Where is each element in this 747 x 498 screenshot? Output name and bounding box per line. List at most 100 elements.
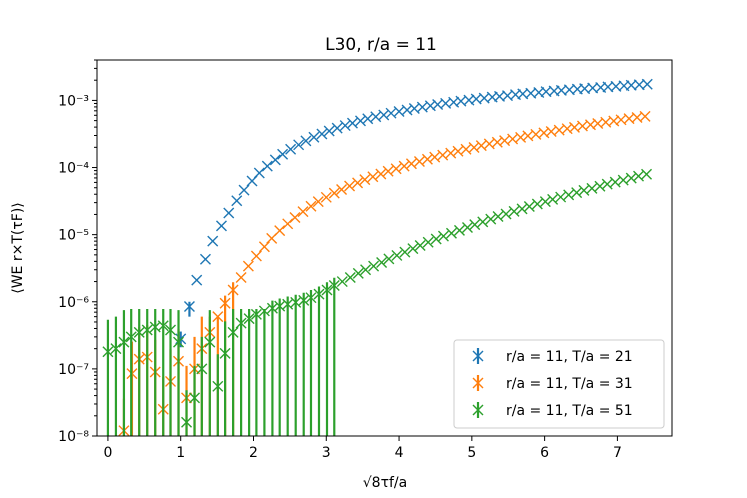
data-point — [250, 308, 262, 320]
data-point — [266, 302, 278, 314]
data-point — [352, 177, 364, 189]
data-point — [516, 203, 528, 215]
data-point — [468, 141, 480, 153]
y-tick-label: 10⁻⁵ — [58, 228, 89, 244]
data-point — [477, 216, 489, 228]
legend-entry: r/a = 11, T/a = 31 — [506, 376, 633, 392]
data-point — [110, 343, 122, 355]
data-point — [383, 253, 395, 265]
data-point — [312, 196, 324, 208]
data-point — [212, 311, 224, 323]
x-tick-label: 4 — [395, 445, 404, 461]
data-point — [339, 120, 351, 132]
y-axis: 10⁻⁸ 10⁻⁷ 10⁻⁶ 10⁻⁵ 10⁻⁴ 10⁻³ — [58, 59, 97, 445]
data-point — [316, 128, 328, 140]
data-point — [235, 317, 247, 329]
data-point — [563, 189, 575, 201]
data-point — [492, 211, 504, 223]
data-point — [227, 284, 239, 296]
y-tick-label: 10⁻⁴ — [58, 161, 89, 177]
y-tick-label: 10⁻⁸ — [58, 429, 89, 445]
data-point — [336, 184, 348, 196]
legend-marker — [472, 350, 484, 362]
data-point — [555, 191, 567, 203]
data-point — [320, 191, 332, 203]
data-point — [344, 271, 356, 283]
data-point — [290, 296, 302, 308]
data-point — [354, 115, 366, 127]
data-point — [359, 174, 371, 186]
data-point — [594, 180, 606, 192]
data-point — [398, 160, 410, 172]
series-clip — [102, 78, 653, 436]
chart-title: L30, r/a = 11 — [325, 35, 437, 55]
data-point — [219, 347, 231, 359]
data-point — [243, 313, 255, 325]
data-point — [191, 274, 203, 286]
data-point — [165, 324, 177, 336]
data-point — [405, 158, 417, 170]
data-point — [547, 193, 559, 205]
y-tick-label: 10⁻⁶ — [58, 295, 89, 311]
axes-frame — [96, 59, 673, 437]
data-point — [523, 200, 535, 212]
y-tick-label: 10⁻⁷ — [58, 362, 89, 378]
data-point — [181, 416, 193, 428]
legend-marker — [472, 404, 484, 416]
data-point — [102, 346, 114, 358]
data-point — [258, 241, 270, 253]
data-point — [231, 195, 243, 207]
data-point — [331, 122, 343, 134]
data-point — [215, 220, 227, 232]
data-point — [308, 131, 320, 143]
data-point — [378, 109, 390, 121]
data-point — [401, 104, 413, 116]
data-point — [375, 168, 387, 180]
x-axis: 0 1 2 3 4 5 6 7 — [103, 436, 622, 461]
x-tick-label: 3 — [322, 445, 331, 461]
data-point — [391, 249, 403, 261]
legend-entry: r/a = 11, T/a = 21 — [506, 349, 633, 365]
series-layer — [102, 78, 653, 436]
data-point — [344, 180, 356, 192]
x-tick-label: 5 — [467, 445, 476, 461]
x-tick-label: 1 — [176, 445, 185, 461]
data-point — [422, 236, 434, 248]
data-point — [461, 221, 473, 233]
x-tick-label: 0 — [103, 445, 112, 461]
data-point — [261, 160, 273, 172]
legend-box — [453, 339, 665, 429]
legend-marker — [472, 377, 484, 389]
data-point — [336, 276, 348, 288]
data-point — [235, 271, 247, 283]
data-point — [601, 178, 613, 190]
data-point — [328, 187, 340, 199]
x-axis-label: √8τf/a — [363, 475, 407, 491]
data-point — [219, 297, 231, 309]
data-point — [199, 253, 211, 265]
data-point — [352, 267, 364, 279]
data-point — [515, 131, 527, 143]
data-point — [269, 154, 281, 166]
data-point — [297, 206, 309, 218]
data-point — [175, 333, 187, 345]
data-point — [538, 127, 550, 139]
data-point — [639, 110, 651, 122]
x-tick-label: 2 — [249, 445, 258, 461]
legend: r/a = 11, T/a = 21 r/a = 11, T/a = 31 r/a … — [453, 339, 665, 429]
data-point — [578, 184, 590, 196]
data-point — [382, 165, 394, 177]
series-1 — [175, 78, 653, 348]
data-point — [445, 227, 457, 239]
data-point — [367, 171, 379, 183]
data-point — [437, 230, 449, 242]
data-point — [368, 260, 380, 272]
data-point — [508, 205, 520, 217]
data-point — [207, 235, 219, 247]
data-point — [571, 187, 583, 199]
data-point — [376, 256, 388, 268]
data-point — [323, 125, 335, 137]
data-point — [204, 336, 216, 348]
data-point — [641, 168, 653, 180]
